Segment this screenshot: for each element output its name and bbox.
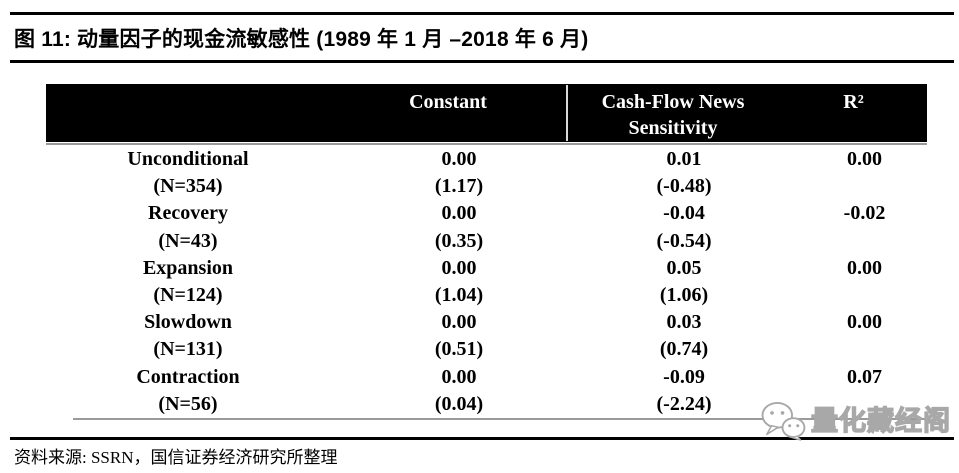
cell-constant-t: (0.04)	[434, 392, 484, 415]
cell-r2: 0.07	[847, 365, 882, 388]
table-row: Contraction 0.00 -0.09 0.07	[46, 364, 927, 391]
header-column-divider	[566, 85, 568, 141]
row-n: (N=124)	[153, 284, 223, 307]
wechat-icon	[761, 401, 806, 441]
cell-cash-flow-t: (1.06)	[659, 284, 709, 307]
table-body: Unconditional 0.00 0.01 0.00 (N=354) (1.…	[46, 146, 927, 418]
cell-cash-flow: 0.05	[666, 256, 702, 279]
table-row: Expansion 0.00 0.05 0.00	[46, 255, 927, 282]
row-n: (N=354)	[153, 175, 223, 198]
cell-cash-flow: -0.09	[663, 365, 705, 388]
title-top-rule	[10, 12, 954, 15]
row-label: Contraction	[136, 365, 240, 388]
cell-constant: 0.00	[441, 148, 477, 171]
table-row-tstat: (N=131) (0.51) (0.74)	[46, 336, 927, 363]
row-n: (N=56)	[158, 392, 218, 415]
cell-cash-flow-t: (-0.48)	[656, 175, 712, 198]
cell-constant-t: (1.17)	[434, 175, 484, 198]
table-bottom-rule	[73, 418, 930, 420]
cell-cash-flow: 0.03	[666, 311, 702, 334]
row-label: Recovery	[148, 202, 228, 225]
cell-cash-flow-t: (-2.24)	[656, 392, 712, 415]
cell-r2: -0.02	[843, 202, 886, 225]
table-row: Recovery 0.00 -0.04 -0.02	[46, 200, 927, 227]
row-label: Unconditional	[127, 148, 249, 171]
title-bottom-rule	[10, 60, 954, 63]
cell-constant-t: (1.04)	[434, 284, 484, 307]
row-label: Expansion	[142, 256, 234, 279]
cell-constant-t: (0.51)	[434, 338, 484, 361]
table-row-tstat: (N=56) (0.04) (-2.24)	[46, 391, 927, 418]
table-row-tstat: (N=43) (0.35) (-0.54)	[46, 228, 927, 255]
cell-cash-flow: -0.04	[663, 202, 705, 225]
row-label: Slowdown	[144, 311, 232, 334]
header-r-squared: R²	[843, 91, 864, 113]
cell-constant: 0.00	[441, 202, 477, 225]
cell-cash-flow-t: (0.74)	[659, 338, 709, 361]
table-row: Slowdown 0.00 0.03 0.00	[46, 309, 927, 336]
watermark: 量化藏经阁	[760, 401, 951, 441]
header-row-label	[46, 84, 330, 142]
cell-constant: 0.00	[441, 311, 477, 334]
figure-bottom-rule	[10, 437, 954, 440]
header-constant: Constant	[409, 91, 487, 113]
watermark-text: 量化藏经阁	[810, 405, 951, 436]
table-row-tstat: (N=354) (1.17) (-0.48)	[46, 173, 927, 200]
table-row: Unconditional 0.00 0.01 0.00	[46, 146, 927, 173]
cell-r2: 0.00	[847, 148, 882, 171]
table-row-tstat: (N=124) (1.04) (1.06)	[46, 282, 927, 309]
cell-constant: 0.00	[441, 365, 477, 388]
cell-r2: 0.00	[847, 256, 882, 279]
cell-constant: 0.00	[441, 256, 477, 279]
source-note: 资料来源: SSRN，国信证券经济研究所整理	[14, 448, 338, 467]
row-n: (N=43)	[158, 229, 218, 252]
cell-r2: 0.00	[847, 311, 882, 334]
table-header: Constant Cash-Flow News Sensitivity R²	[46, 84, 927, 142]
cell-cash-flow: 0.01	[666, 148, 702, 171]
cell-constant-t: (0.35)	[434, 229, 484, 252]
cell-cash-flow-t: (-0.54)	[656, 229, 712, 252]
row-n: (N=131)	[153, 338, 223, 361]
header-underline	[46, 143, 927, 145]
figure-title: 图 11: 动量因子的现金流敏感性 (1989 年 1 月 –2018 年 6 …	[14, 28, 589, 51]
header-cash-flow-news: Cash-Flow News Sensitivity	[601, 91, 745, 139]
